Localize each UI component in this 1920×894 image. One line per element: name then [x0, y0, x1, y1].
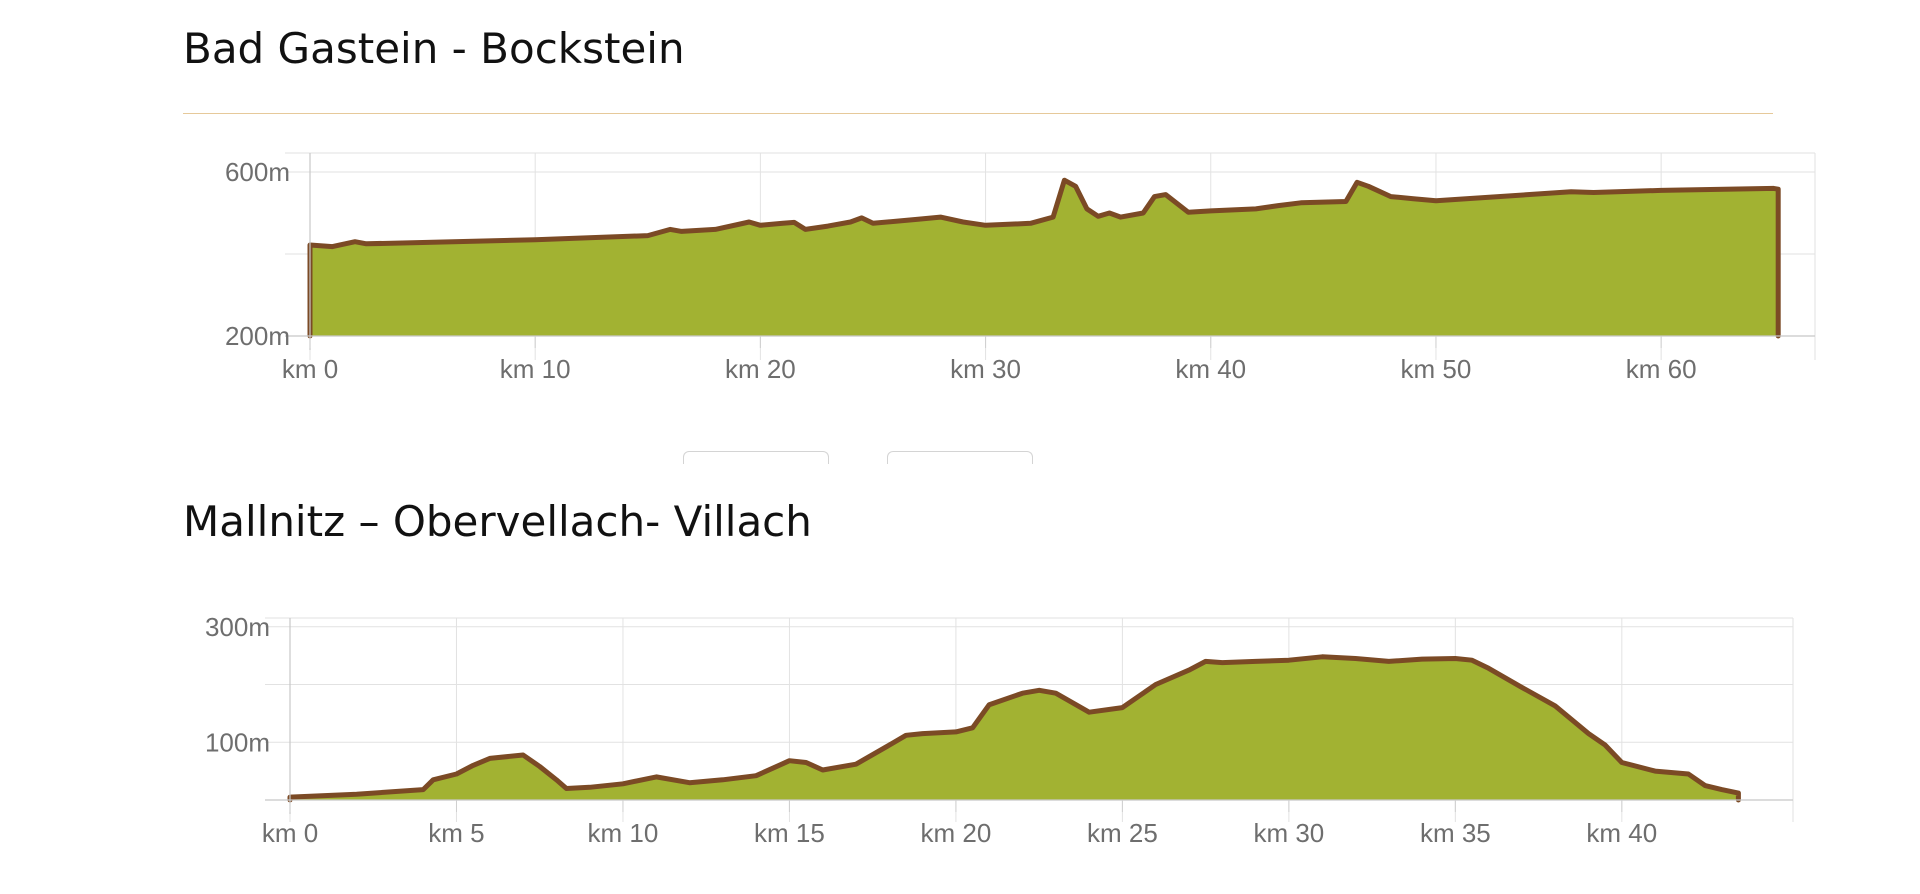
- x-tick-label: km 10: [588, 818, 659, 848]
- tab-stub-right[interactable]: [887, 451, 1033, 464]
- x-tick-label: km 0: [262, 818, 318, 848]
- x-tick-label: km 20: [921, 818, 992, 848]
- x-tick-label: km 20: [725, 354, 796, 384]
- x-tick-label: km 50: [1401, 354, 1472, 384]
- x-tick-label: km 25: [1087, 818, 1158, 848]
- tab-stub-left[interactable]: [683, 451, 829, 464]
- x-tick-label: km 60: [1626, 354, 1697, 384]
- x-tick-label: km 30: [950, 354, 1021, 384]
- x-tick-label: km 10: [500, 354, 571, 384]
- y-tick-label: 300m: [205, 612, 270, 642]
- y-tick-label: 600m: [225, 157, 290, 187]
- x-tick-label: km 0: [282, 354, 338, 384]
- y-tick-label: 200m: [225, 321, 290, 351]
- y-tick-label: 100m: [205, 727, 270, 757]
- chart-title-mallnitz: Mallnitz – Obervellach- Villach: [183, 497, 812, 546]
- x-tick-label: km 5: [428, 818, 484, 848]
- elevation-line: [307, 177, 1781, 339]
- chart-title-bad-gastein: Bad Gastein - Bockstein: [183, 24, 685, 73]
- x-tick-label: km 40: [1175, 354, 1246, 384]
- x-tick-label: km 30: [1253, 818, 1324, 848]
- elevation-area: [290, 656, 1739, 800]
- elevation-line: [287, 654, 1741, 803]
- x-tick-label: km 35: [1420, 818, 1491, 848]
- x-tick-label: km 40: [1586, 818, 1657, 848]
- title-divider: [183, 113, 1773, 114]
- elevation-area: [310, 180, 1779, 336]
- x-tick-label: km 15: [754, 818, 825, 848]
